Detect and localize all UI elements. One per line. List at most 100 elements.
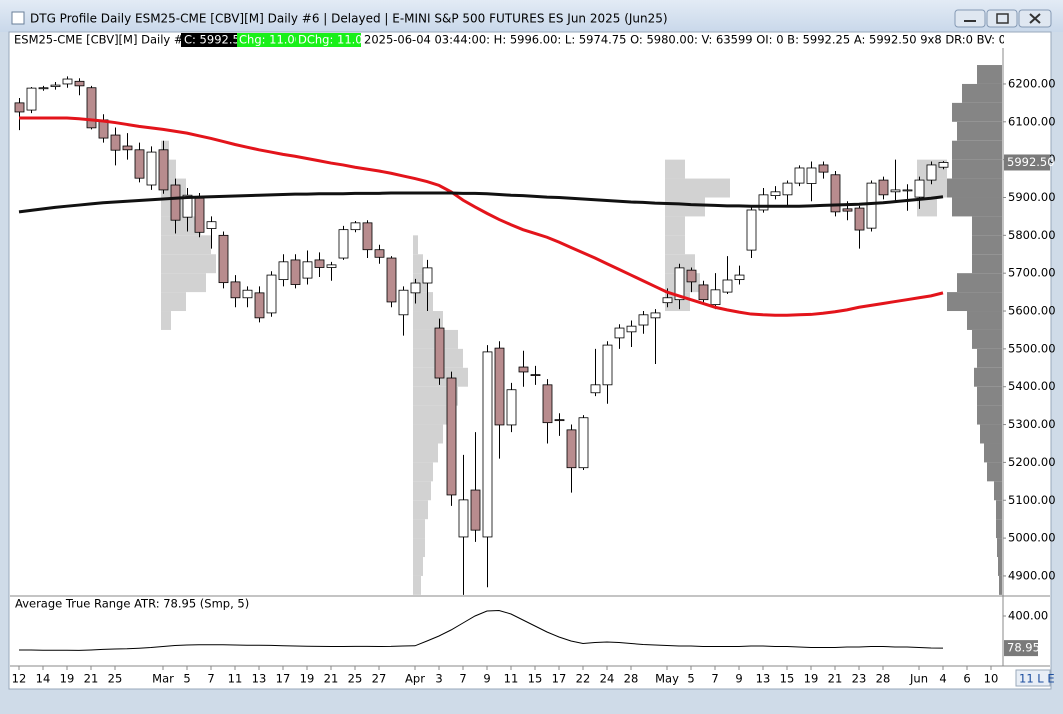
candle-body [662,297,673,304]
y-tick-label: 4900.00 [1008,568,1056,582]
x-tick-label: 19 [804,672,819,686]
candle-body [590,384,601,394]
candle-body [638,314,649,326]
volume-profile-bar [161,235,211,255]
candle-body [470,489,481,531]
x-tick-label: 15 [780,672,795,686]
price-plot [14,65,1002,595]
candle-body [890,189,901,193]
composite-profile-bar [996,500,1002,520]
info-details: 2025-06-04 03:44:00: H: 5996.00: L: 5974… [364,33,1063,47]
candle-body [530,374,541,377]
composite-profile-bar [947,178,1002,198]
candle-body [374,249,385,258]
candle-body [158,149,169,191]
atr-last-marker [1004,640,1038,657]
change-box [237,33,296,47]
x-tick-label: 17 [276,672,291,686]
candle-body [86,87,97,129]
composite-profile-bar [962,83,1002,103]
candle-body [302,261,313,279]
volume-profile-bar [413,538,425,558]
volume-profile-bar [413,519,425,539]
candle-body [938,162,949,168]
candle-body [422,267,433,284]
candle-body [38,87,49,90]
x-tick-label: 5 [687,672,694,686]
candle-body [614,327,625,339]
y-tick-label: 5900.00 [1008,190,1056,204]
y-tick-label: 5300.00 [1008,417,1056,431]
info-line: ESM25-CME [CBV][M] Daily #6 C: 5992.50 C… [14,33,1063,47]
candle-body [854,207,865,231]
info-daily-change: DChg: 11.00 [298,33,370,47]
y-tick-label: 400.00 [1008,609,1048,623]
candle-body [794,167,805,184]
last-price-marker [1004,154,1050,171]
candle-body [746,209,757,251]
candle-body [518,366,529,373]
x-tick-label: Jun [909,672,928,686]
x-tick-label: 19 [60,672,75,686]
volume-profile-bar [413,575,421,595]
candle-body [902,189,913,192]
moving-average-line [18,191,944,214]
volume-profile-bar [161,254,216,274]
candle-body [710,289,721,305]
close-glyph [1029,13,1041,24]
candle-body [290,259,301,285]
y-tick-label: 5700.00 [1008,266,1056,280]
x-tick-label: Apr [405,672,425,686]
composite-profile-bar [998,557,1002,576]
candle-body [842,208,853,212]
volume-profile-bar [413,481,431,501]
status-text: 11 L E [1019,672,1055,686]
composite-profile-bar [977,386,1002,406]
x-tick-label: 3 [435,672,442,686]
candle-body [914,179,925,198]
maximize-button[interactable] [986,9,1018,28]
volume-profile-bar [413,254,423,274]
atr-plot [19,609,944,651]
candle-body [254,292,265,319]
composite-profile-bar [977,65,1002,84]
maximize-glyph [996,13,1009,24]
x-tick-label: 27 [372,672,387,686]
x-tick-label: 25 [348,672,363,686]
x-tick-label: 19 [300,672,315,686]
volume-profile-bar [161,273,206,293]
x-tick-label: 9 [483,672,490,686]
atr-line [19,609,944,651]
candle-body [242,289,253,299]
composite-profile-bar [974,367,1002,387]
candle-body [314,259,325,268]
composite-profile-bar [972,235,1002,255]
candle-body [398,289,409,316]
x-tick-label: 14 [36,672,51,686]
candle-body [494,347,505,426]
x-tick-label: 21 [828,672,843,686]
composite-profile-bar [980,424,1002,444]
x-tick-label: 9 [735,672,742,686]
x-tick-label: 17 [552,672,567,686]
volume-profile-bar [161,311,171,330]
x-tick-label: 24 [600,672,615,686]
volume-profile-bar [665,216,685,236]
composite-profile-bar [984,443,1002,463]
candle-body [206,221,217,229]
y-tick-label: 5500.00 [1008,341,1056,355]
candle-body [626,325,637,333]
composite-profile-bar [957,121,1002,141]
x-tick-label: 4 [939,672,946,686]
x-tick-label: 11 [228,672,243,686]
volume-profile-bar [413,235,418,255]
volume-profile-bar [413,557,423,576]
candle-body [14,102,25,113]
volume-profile-bar [413,462,433,482]
minimize-button[interactable] [954,9,986,28]
composite-profile-bar [972,254,1002,274]
candle-body [434,327,445,379]
candle-body [578,417,589,469]
volume-profile-bar [413,500,428,520]
